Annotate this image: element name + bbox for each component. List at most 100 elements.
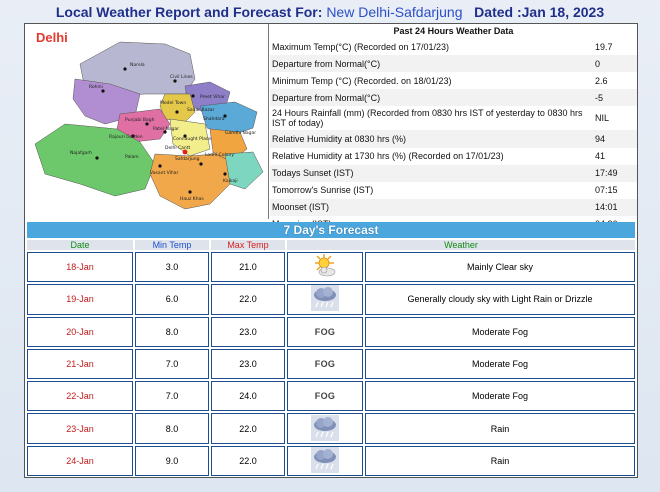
forecast-max-temp: 24.0 xyxy=(211,381,285,412)
past-24h-value: 94 xyxy=(593,130,637,148)
forecast-max-temp: 21.0 xyxy=(211,252,285,283)
past-24h-row: Tomorrow's Sunrise (IST) 07:15 xyxy=(270,181,637,199)
past-24h-value: -5 xyxy=(593,89,637,107)
forecast-row: 21-Jan 7.0 23.0 FOG Moderate Fog xyxy=(27,348,635,380)
forecast-date: 24-Jan xyxy=(27,445,133,476)
forecast-title: 7 Day's Forecast xyxy=(27,222,635,238)
past-24h-value: 19.7 xyxy=(593,38,637,56)
past-24h-label: 24 Hours Rainfall (mm) (Recorded from 08… xyxy=(270,106,593,131)
sun-cloud-icon xyxy=(315,254,336,277)
forecast-max-temp: 23.0 xyxy=(211,348,285,380)
forecast-max-temp: 22.0 xyxy=(211,445,285,476)
past-24h-row: Departure from Normal(°C) -5 xyxy=(270,89,637,107)
forecast-min-temp: 3.0 xyxy=(135,252,209,283)
forecast-max-temp: 23.0 xyxy=(211,316,285,347)
forecast-weather: Rain xyxy=(365,445,635,476)
past-24h-rows: Maximum Temp(°C) (Recorded on 17/01/23) 1… xyxy=(270,38,637,233)
forecast-weather: Mainly Clear sky xyxy=(365,252,635,283)
past-24h-value: 2.6 xyxy=(593,72,637,90)
map-label-delhi-cantt: Delhi Cantt xyxy=(165,145,191,151)
past-24h-label: Minimum Temp (°C) (Recorded. on 18/01/23… xyxy=(270,72,593,90)
map-label-model-town: Model Town xyxy=(160,100,186,106)
map-label-rohini: Rohini xyxy=(89,84,103,90)
map-label-hauz-khas: Hauz Khas xyxy=(180,196,204,202)
title-prefix: Local Weather Report and Forecast For: xyxy=(55,4,323,20)
fog-icon: FOG xyxy=(314,326,336,337)
forecast-min-temp: 8.0 xyxy=(135,316,209,347)
forecast-weather: Moderate Fog xyxy=(365,316,635,347)
map-label-palam: Palam xyxy=(125,154,139,160)
rain-cloud-icon xyxy=(311,446,339,473)
map-label-kalkaji: Kalkaji xyxy=(223,178,238,184)
map-label-preet-vihar: Preet Vihar xyxy=(200,94,225,100)
map-label-sadar: Sadar Bazar xyxy=(187,107,214,113)
delhi-map: Narela Rohini Civil Lines Preet Vihar Sh… xyxy=(25,24,269,219)
forecast-icon-cell xyxy=(287,445,363,476)
report-title: Local Weather Report and Forecast For: N… xyxy=(0,4,660,24)
forecast-row: 18-Jan 3.0 21.0 Mainly Clear sky xyxy=(27,252,635,283)
map-label-najafgarh: Najafgarh xyxy=(70,150,92,156)
map-label-lodhi: Lodhi Colony xyxy=(205,152,234,158)
forecast-icon-cell: FOG xyxy=(287,381,363,412)
forecast-icon-cell xyxy=(287,284,363,315)
forecast-row: 24-Jan 9.0 22.0 Rain xyxy=(27,445,635,476)
map-label-bawana: Civil Lines xyxy=(170,74,193,80)
col-max-temp: Max Temp xyxy=(211,240,285,250)
map-label-safdarjung: Safdarjung xyxy=(175,156,200,162)
forecast-date: 20-Jan xyxy=(27,316,133,347)
forecast-min-temp: 7.0 xyxy=(135,381,209,412)
past-24h-row: Maximum Temp(°C) (Recorded on 17/01/23) 1… xyxy=(270,38,637,56)
past-24h-value: NIL xyxy=(593,106,637,131)
map-region-southeast xyxy=(224,151,264,190)
past-24h-label: Maximum Temp(°C) (Recorded on 17/01/23) xyxy=(270,38,593,56)
past-24h-row: Minimum Temp (°C) (Recorded. on 18/01/23… xyxy=(270,72,637,90)
forecast-min-temp: 6.0 xyxy=(135,284,209,315)
forecast-date: 22-Jan xyxy=(27,381,133,412)
past-24h-value: 14:01 xyxy=(593,198,637,216)
forecast-icon-cell: FOG xyxy=(287,316,363,347)
rain-cloud-icon xyxy=(311,414,339,441)
past-24h-label: Relative Humidity at 0830 hrs (%) xyxy=(270,130,593,148)
past-24h-label: Moonset (IST) xyxy=(270,198,593,216)
map-label-rajouri: Rajouri Garden xyxy=(109,134,143,140)
past-24h-table: Past 24 Hours Weather Data Maximum Temp(… xyxy=(270,24,637,233)
station-name[interactable]: New Delhi-Safdarjung xyxy=(326,4,463,20)
map-label-patel: Patel Nagar xyxy=(153,126,179,132)
fog-icon: FOG xyxy=(314,358,336,369)
forecast-date: 19-Jan xyxy=(27,284,133,315)
forecast-weather: Moderate Fog xyxy=(365,348,635,380)
past-24h-row: Departure from Normal(°C) 0 xyxy=(270,55,637,73)
past-24h-label: Relative Humidity at 1730 hrs (%) (Recor… xyxy=(270,147,593,165)
map-label-shahdara: Shahdara xyxy=(203,116,225,122)
map-label-gandhi: Gandhi Nagar xyxy=(225,130,256,136)
forecast-weather: Generally cloudy sky with Light Rain or … xyxy=(365,284,635,315)
forecast-date: 18-Jan xyxy=(27,252,133,283)
map-title: Delhi xyxy=(36,30,68,45)
forecast-max-temp: 22.0 xyxy=(211,413,285,444)
forecast-icon-cell xyxy=(287,413,363,444)
past-24h-value: 17:49 xyxy=(593,164,637,182)
report-frame: Narela Rohini Civil Lines Preet Vihar Sh… xyxy=(24,23,638,478)
delhi-district-map: Narela Rohini Civil Lines Preet Vihar Sh… xyxy=(34,41,264,210)
map-region-south xyxy=(149,153,238,210)
forecast-row: 22-Jan 7.0 24.0 FOG Moderate Fog xyxy=(27,381,635,412)
forecast-date: 23-Jan xyxy=(27,413,133,444)
past-24h-row: Todays Sunset (IST) 17:49 xyxy=(270,164,637,182)
forecast-row: 23-Jan 8.0 22.0 Rain xyxy=(27,413,635,444)
past-24h-value: 41 xyxy=(593,147,637,165)
map-label-connaught: Connaught Place xyxy=(173,136,211,142)
rain-cloud-icon xyxy=(311,285,339,312)
past-24h-label: Departure from Normal(°C) xyxy=(270,89,593,107)
forecast-max-temp: 22.0 xyxy=(211,284,285,315)
map-label-vasant-vihar: Vasant Vihar xyxy=(150,170,178,176)
map-label-punjabi-bagh: Punjabi Bagh xyxy=(125,117,155,123)
past-24h-heading: Past 24 Hours Weather Data xyxy=(270,24,637,38)
col-min-temp: Min Temp xyxy=(135,240,209,250)
map-region-newdelhi xyxy=(169,118,211,157)
map-region-southwest xyxy=(34,123,156,197)
past-24h-row: Relative Humidity at 0830 hrs (%) 94 xyxy=(270,130,637,148)
forecast-row: 20-Jan 8.0 23.0 FOG Moderate Fog xyxy=(27,316,635,347)
fog-icon: FOG xyxy=(314,391,336,402)
report-date: Dated :Jan 18, 2023 xyxy=(474,4,605,20)
forecast-date: 21-Jan xyxy=(27,348,133,380)
